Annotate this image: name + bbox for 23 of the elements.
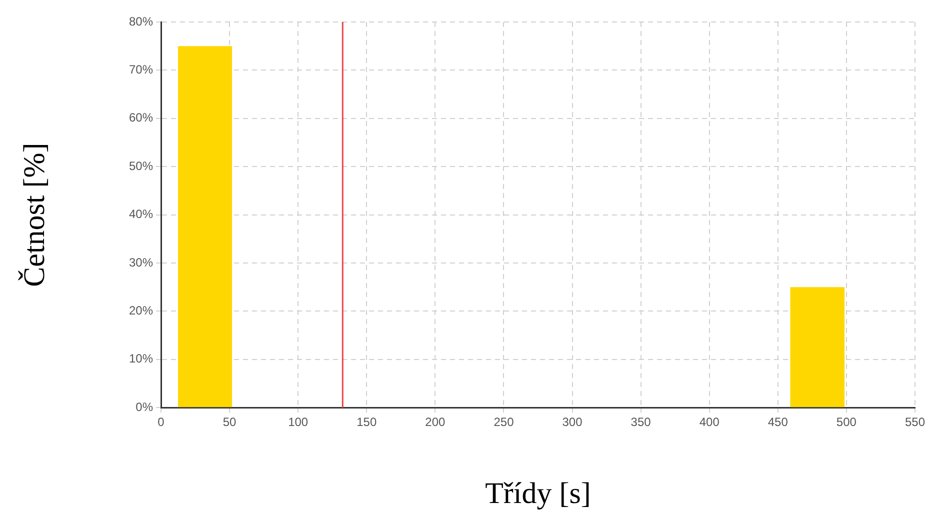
- y-tick-label: 80%: [128, 14, 154, 28]
- x-tick-label: 550: [904, 415, 926, 430]
- x-tick-label: 100: [288, 415, 308, 430]
- y-tick-label: 10%: [128, 352, 154, 366]
- x-tick-label: 450: [768, 415, 788, 430]
- x-tick-label: 50: [222, 415, 237, 430]
- y-tick-label: 20%: [128, 304, 154, 318]
- x-tick-label: 350: [630, 415, 652, 430]
- y-tick-label: 30%: [128, 255, 154, 270]
- y-tick-label: 40%: [128, 207, 154, 222]
- x-tick-label: 150: [356, 415, 377, 430]
- x-axis-title: Třídy [s]: [485, 476, 591, 510]
- y-tick-label: 0%: [136, 400, 154, 414]
- x-tick-label: 250: [494, 415, 514, 430]
- x-tick-label: 200: [425, 415, 446, 430]
- x-tick-label: 0: [158, 415, 165, 430]
- x-tick-label: 400: [699, 415, 720, 430]
- x-tick-label: 500: [836, 415, 857, 430]
- x-tick-label: 300: [562, 415, 583, 430]
- y-tick-label: 60%: [128, 110, 154, 125]
- y-tick-label: 50%: [128, 158, 154, 173]
- y-axis-title: Četnost [%]: [18, 142, 51, 287]
- y-tick-label: 70%: [128, 62, 154, 77]
